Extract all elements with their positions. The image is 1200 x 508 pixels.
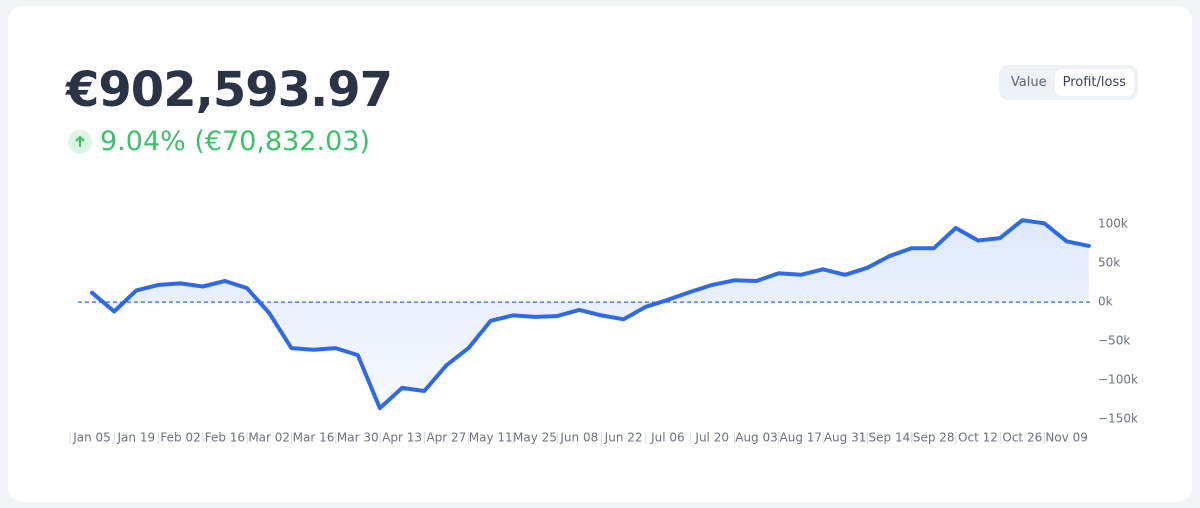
toggle: Value Profit/loss [998,65,1138,100]
x-tick-label: Jun 08 [559,431,598,445]
change: 9.04% (€70,832.03) [68,126,370,157]
y-tick-label: −150k [1098,412,1138,426]
y-tick-label: 50k [1098,256,1120,270]
y-tick-label: 100k [1098,217,1128,231]
change-text: 9.04% (€70,832.03) [100,126,371,157]
x-tick-label: Oct 12 [958,431,998,445]
x-tick-label: Oct 26 [1002,431,1042,445]
x-tick-label: Mar 16 [293,431,335,445]
y-tick-label: −50k [1098,334,1130,348]
area [92,220,1089,409]
x-tick-label: Mar 02 [248,431,290,445]
x-tick-label: Feb 02 [160,431,200,445]
x-tick-label: Mar 30 [337,431,379,445]
x-tick-label: Jan 19 [117,431,156,445]
x-tick-label: Apr 13 [382,431,422,445]
x-tick-label: Jun 22 [604,431,643,445]
x-tick-label: Jul 06 [650,431,685,445]
x-tick-label: Sep 14 [869,431,911,445]
x-tick-label: Jul 20 [694,431,729,445]
x-tick-label: May 25 [513,431,557,445]
x-tick-label: May 11 [469,431,513,445]
portfolio-value: €902,593.97 [66,62,393,118]
x-tick-label: Apr 27 [426,431,466,445]
x-tick-label: Sep 28 [913,431,955,445]
up-icon [68,129,92,154]
x-tick-label: Nov 09 [1045,431,1088,445]
x-tick-label: Feb 16 [205,431,245,445]
toggle-value[interactable]: Value [1010,75,1047,90]
toggle-profit-loss[interactable]: Profit/loss [1054,69,1134,96]
x-tick-label: Jan 05 [72,431,111,445]
x-tick-label: Aug 31 [824,431,867,445]
x-tick-label: Aug 17 [780,431,823,445]
x-tick-label: Aug 03 [735,431,778,445]
line [90,218,1091,411]
y-tick-label: −100k [1098,373,1138,387]
y-tick-label: 0k [1098,295,1113,309]
